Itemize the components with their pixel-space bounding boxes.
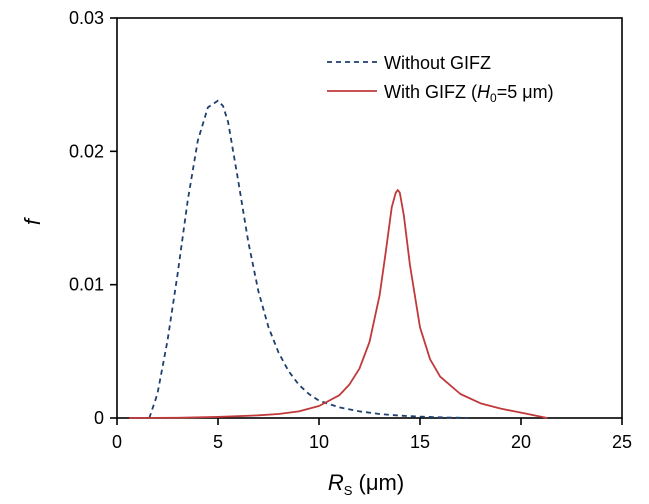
x-tick-label: 20 [511, 432, 531, 452]
legend-label-without-gifz: Without GIFZ [384, 53, 491, 73]
legend-label-with-gifz: With GIFZ (H0=5 μm) [384, 82, 554, 105]
legend: Without GIFZ With GIFZ (H0=5 μm) [327, 53, 554, 105]
x-tick-label: 5 [213, 432, 223, 452]
y-tick-label: 0 [94, 408, 104, 428]
y-tick-label: 0.01 [69, 275, 104, 295]
y-tick-label: 0.03 [69, 8, 104, 28]
x-tick-label: 10 [309, 432, 329, 452]
axis-titles: RS (μm) f [20, 216, 404, 498]
x-tick-label: 25 [612, 432, 632, 452]
series-line-with-gifz [129, 189, 548, 419]
y-tick-label: 0.02 [69, 141, 104, 161]
series-line-without-gifz [148, 99, 469, 419]
plot-frame [116, 17, 623, 419]
x-tick-label: 0 [112, 432, 122, 452]
series-lines [129, 99, 548, 419]
x-axis-title: RS (μm) [328, 470, 404, 498]
y-axis-title: f [20, 216, 45, 225]
axes: 0 5 10 15 20 25 0 0.01 0.02 0.03 [69, 8, 632, 452]
x-tick-label: 15 [410, 432, 430, 452]
